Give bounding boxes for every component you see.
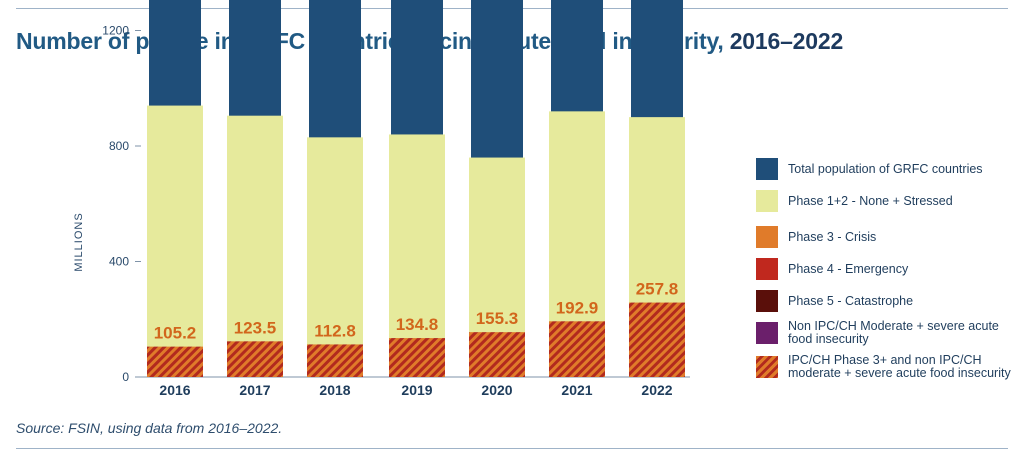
bar-phase12-2018 (307, 137, 363, 377)
y-tick-label: 400 (109, 255, 129, 269)
bar-phase3plus-2020 (469, 332, 525, 377)
legend-label: Phase 4 - Emergency (788, 261, 909, 276)
value-label-2019: 134.8 (396, 315, 439, 334)
title-years: 2016–2022 (729, 28, 844, 54)
legend-swatch (756, 290, 778, 312)
legend-item: Total population of GRFC countries (756, 158, 1018, 180)
legend-item: Non IPC/CH Moderate + severe acute food … (756, 320, 1018, 346)
bar-phase3plus-2018 (307, 344, 363, 377)
x-tick-label-2022: 2022 (641, 382, 672, 398)
value-label-2020: 155.3 (476, 309, 519, 328)
legend-label: Phase 3 - Crisis (788, 229, 877, 244)
legend-item: Phase 3 - Crisis (756, 226, 1018, 248)
legend-item: Phase 4 - Emergency (756, 258, 1018, 280)
bar-phase12-2017 (227, 115, 283, 378)
bar-phase3plus-2019 (389, 338, 445, 377)
legend-item: Phase 5 - Catastrophe (756, 290, 1018, 312)
legend-label: Non IPC/CH Moderate + severe acute food … (788, 319, 999, 346)
value-label-2022: 257.8 (636, 280, 679, 299)
bar-phase3plus-2016 (147, 346, 203, 377)
bottom-rule (16, 448, 1008, 449)
y-tick-label: 800 (109, 139, 129, 153)
x-tick-label-2016: 2016 (159, 382, 190, 398)
legend-swatch (756, 356, 778, 378)
bar-chart: MILLIONS040080012001600105.248countries2… (73, 0, 690, 398)
value-label-2016: 105.2 (154, 324, 197, 343)
y-tick-label: 1200 (102, 24, 129, 38)
value-label-2021: 192.9 (556, 298, 599, 317)
x-tick-label-2020: 2020 (481, 382, 512, 398)
legend-label: Phase 1+2 - None + Stressed (788, 193, 953, 208)
legend-item: Phase 1+2 - None + Stressed (756, 190, 1018, 212)
y-axis-label: MILLIONS (73, 212, 85, 271)
x-tick-label-2021: 2021 (561, 382, 592, 398)
bar-phase3plus-2017 (227, 341, 283, 377)
legend-label: Phase 5 - Catastrophe (788, 293, 914, 308)
x-tick-label-2017: 2017 (239, 382, 270, 398)
legend-label: Total population of GRFC countries (788, 161, 983, 176)
legend-item: IPC/CH Phase 3+ and non IPC/CH moderate … (756, 354, 1018, 380)
value-label-2018: 112.8 (314, 321, 356, 340)
legend-swatch (756, 226, 778, 248)
source-note: Source: FSIN, using data from 2016–2022. (16, 420, 283, 436)
value-label-2017: 123.5 (234, 318, 277, 337)
legend-swatch (756, 158, 778, 180)
bar-phase12-2016 (147, 105, 203, 377)
x-tick-label-2018: 2018 (319, 382, 350, 398)
bar-phase3plus-2021 (549, 321, 605, 377)
legend-swatch (756, 322, 778, 344)
legend-swatch (756, 190, 778, 212)
legend-swatch (756, 258, 778, 280)
legend-label: IPC/CH Phase 3+ and non IPC/CH moderate … (788, 353, 1011, 380)
bar-phase12-2019 (389, 134, 445, 377)
chart-title: Number of people in GRFC countries facin… (16, 28, 844, 54)
x-tick-label-2019: 2019 (401, 382, 432, 398)
bar-phase3plus-2022 (629, 302, 685, 377)
y-tick-label: 0 (122, 370, 129, 384)
